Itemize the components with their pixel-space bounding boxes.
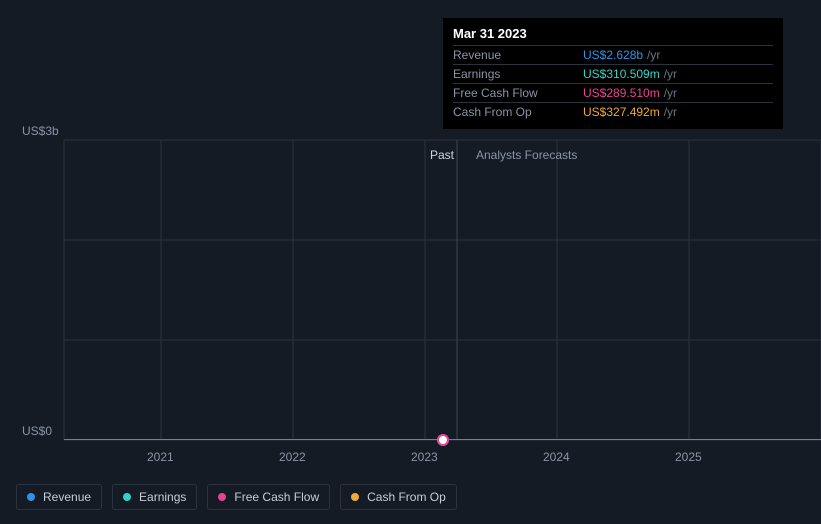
tooltip-row-unit: /yr — [664, 86, 677, 100]
legend-label: Revenue — [43, 490, 91, 504]
legend-label: Free Cash Flow — [234, 490, 319, 504]
tooltip-row-unit: /yr — [664, 105, 677, 119]
tooltip-row-label: Revenue — [453, 48, 583, 62]
legend-dot-fcf — [218, 493, 226, 501]
x-axis-year: 2023 — [411, 450, 438, 464]
forecast-label: Analysts Forecasts — [476, 148, 577, 162]
tooltip-row-label: Earnings — [453, 67, 583, 81]
x-axis-year: 2024 — [543, 450, 570, 464]
chart-tooltip: Mar 31 2023 Revenue US$2.628b /yrEarning… — [443, 18, 783, 129]
legend-item-cfo[interactable]: Cash From Op — [340, 484, 457, 510]
tooltip-row-value: US$2.628b — [583, 48, 643, 62]
tooltip-row: Cash From Op US$327.492m /yr — [453, 102, 773, 121]
tooltip-row-value: US$327.492m — [583, 105, 660, 119]
y-axis-label-bottom: US$0 — [22, 424, 52, 438]
tooltip-row: Free Cash Flow US$289.510m /yr — [453, 83, 773, 102]
legend-item-fcf[interactable]: Free Cash Flow — [207, 484, 330, 510]
tooltip-row-value: US$289.510m — [583, 86, 660, 100]
legend-dot-earnings — [123, 493, 131, 501]
legend-dot-cfo — [351, 493, 359, 501]
y-axis-label-top: US$3b — [22, 124, 59, 138]
chart-container: US$3b US$0 Past Analysts Forecasts 2021 2… — [16, 0, 805, 470]
tooltip-row: Earnings US$310.509m /yr — [453, 64, 773, 83]
tooltip-date: Mar 31 2023 — [453, 26, 773, 41]
tooltip-row-label: Free Cash Flow — [453, 86, 583, 100]
legend-item-earnings[interactable]: Earnings — [112, 484, 197, 510]
legend-item-revenue[interactable]: Revenue — [16, 484, 102, 510]
past-label: Past — [430, 148, 454, 162]
legend-label: Earnings — [139, 490, 186, 504]
x-axis-year: 2022 — [279, 450, 306, 464]
tooltip-row: Revenue US$2.628b /yr — [453, 45, 773, 64]
tooltip-row-label: Cash From Op — [453, 105, 583, 119]
legend-dot-revenue — [27, 493, 35, 501]
legend-label: Cash From Op — [367, 490, 446, 504]
x-axis-year: 2021 — [147, 450, 174, 464]
tooltip-row-unit: /yr — [664, 67, 677, 81]
tooltip-row-unit: /yr — [647, 48, 660, 62]
tooltip-row-value: US$310.509m — [583, 67, 660, 81]
legend: Revenue Earnings Free Cash Flow Cash Fro… — [16, 484, 457, 510]
x-axis-year: 2025 — [675, 450, 702, 464]
